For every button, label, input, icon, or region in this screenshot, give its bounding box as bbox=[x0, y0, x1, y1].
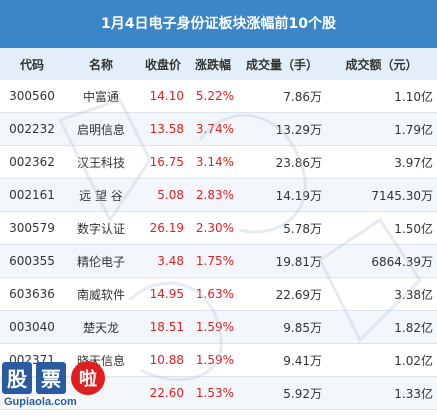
table-row: 002161 远 望 谷 5.08 2.83% 14.19万 7145.30万 bbox=[0, 179, 437, 212]
table-row: 300560 中富通 14.10 5.22% 7.86万 1.10亿 bbox=[0, 80, 437, 113]
change-pct: 2.83% bbox=[195, 188, 234, 202]
close-price: 18.51 bbox=[149, 320, 184, 334]
volume: 9.85万 bbox=[283, 320, 322, 335]
close-price: 14.95 bbox=[149, 287, 184, 301]
amount: 1.33亿 bbox=[394, 386, 433, 401]
change-pct: 2.30% bbox=[195, 221, 234, 235]
header-amount: 成交额（元） bbox=[345, 57, 418, 72]
change-pct: 1.59% bbox=[195, 353, 234, 367]
stock-name: 远 望 谷 bbox=[79, 188, 123, 203]
stock-code: 600355 bbox=[9, 254, 55, 268]
table-row: 002362 汉王科技 16.75 3.14% 23.86万 3.97亿 bbox=[0, 146, 437, 179]
close-price: 10.88 bbox=[149, 353, 184, 367]
amount: 1.50亿 bbox=[394, 221, 433, 236]
svg-text:票: 票 bbox=[41, 367, 61, 391]
change-pct: 3.14% bbox=[195, 155, 234, 169]
stock-name: 汉王科技 bbox=[76, 155, 125, 170]
header-change: 涨跌幅 bbox=[194, 57, 231, 72]
stock-name: 启明信息 bbox=[76, 122, 125, 137]
header-name: 名称 bbox=[88, 57, 113, 72]
table-header: 代码 名称 收盘价 涨跌幅 成交量（手） 成交额（元） bbox=[0, 48, 437, 80]
volume: 23.86万 bbox=[275, 155, 322, 170]
close-price: 14.10 bbox=[149, 89, 184, 103]
table-row: 600355 精伦电子 3.48 1.75% 19.81万 6864.39万 bbox=[0, 245, 437, 278]
volume: 5.92万 bbox=[283, 386, 322, 401]
amount: 1.10亿 bbox=[394, 89, 433, 104]
volume: 14.19万 bbox=[275, 188, 322, 203]
close-price: 13.58 bbox=[149, 122, 184, 136]
header-code: 代码 bbox=[19, 57, 44, 72]
table-row: 300579 数字认证 26.19 2.30% 5.78万 1.50亿 bbox=[0, 212, 437, 245]
close-price: 22.60 bbox=[149, 386, 184, 400]
stock-code: 300579 bbox=[9, 221, 55, 235]
amount: 1.82亿 bbox=[394, 320, 433, 335]
change-pct: 3.74% bbox=[195, 122, 234, 136]
table-row: 603636 南威软件 14.95 1.63% 22.69万 3.38亿 bbox=[0, 278, 437, 311]
amount: 7145.30万 bbox=[371, 188, 433, 203]
stock-name: 南威软件 bbox=[76, 287, 125, 302]
brand-logo: 股 票 啦 bbox=[2, 361, 105, 395]
table-row: 003040 楚天龙 18.51 1.59% 9.85万 1.82亿 bbox=[0, 311, 437, 344]
close-price: 26.19 bbox=[149, 221, 184, 235]
close-price: 5.08 bbox=[157, 188, 184, 202]
amount: 6864.39万 bbox=[371, 254, 433, 269]
stock-code: 603636 bbox=[9, 287, 55, 301]
stock-code: 002362 bbox=[9, 155, 55, 169]
amount: 3.38亿 bbox=[394, 287, 433, 302]
amount: 1.79亿 bbox=[394, 122, 433, 137]
volume: 19.81万 bbox=[275, 254, 322, 269]
amount: 1.02亿 bbox=[394, 353, 433, 368]
header-price: 收盘价 bbox=[144, 57, 181, 72]
close-price: 3.48 bbox=[157, 254, 184, 268]
change-pct: 1.75% bbox=[195, 254, 234, 268]
stock-name: 数字认证 bbox=[76, 221, 125, 236]
change-pct: 1.59% bbox=[195, 320, 234, 334]
stock-code: 003040 bbox=[9, 320, 55, 334]
volume: 5.78万 bbox=[283, 221, 322, 236]
change-pct: 1.63% bbox=[195, 287, 234, 301]
stock-code: 300560 bbox=[9, 89, 55, 103]
stock-name: 中富通 bbox=[82, 89, 119, 104]
change-pct: 1.53% bbox=[195, 386, 234, 400]
svg-text:股: 股 bbox=[7, 367, 27, 391]
brand-site: Gupiaola.com bbox=[2, 396, 79, 408]
volume: 13.29万 bbox=[275, 122, 322, 137]
table-title: 1月4日电子身份证板块涨幅前10个股 bbox=[0, 0, 437, 48]
table-row: 002232 启明信息 13.58 3.74% 13.29万 1.79亿 bbox=[0, 113, 437, 146]
stock-code: 002232 bbox=[9, 122, 55, 136]
volume: 9.41万 bbox=[283, 353, 322, 368]
amount: 3.97亿 bbox=[394, 155, 433, 170]
volume: 22.69万 bbox=[275, 287, 322, 302]
stock-name: 精伦电子 bbox=[76, 254, 125, 269]
svg-text:啦: 啦 bbox=[79, 368, 97, 390]
volume: 7.86万 bbox=[283, 89, 322, 104]
change-pct: 5.22% bbox=[195, 89, 234, 103]
close-price: 16.75 bbox=[149, 155, 184, 169]
stock-code: 002161 bbox=[9, 188, 55, 202]
header-volume: 成交量（手） bbox=[245, 57, 318, 72]
stock-name: 楚天龙 bbox=[82, 320, 119, 335]
